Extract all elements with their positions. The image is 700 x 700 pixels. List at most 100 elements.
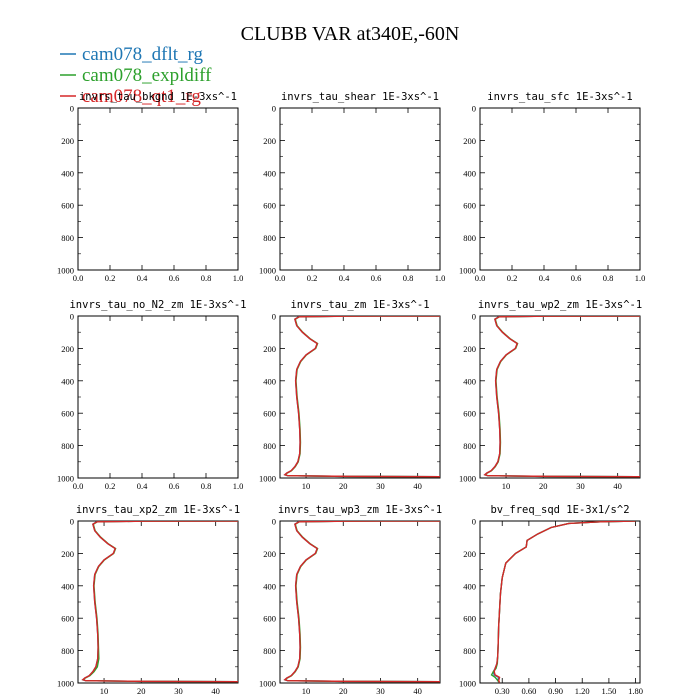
x-tick-label: 1.0 (635, 273, 646, 283)
legend: cam078_dflt_rgcam078_expldiffcam078_qt1_… (60, 44, 212, 107)
x-tick-label: 0.4 (137, 273, 148, 283)
series-line-3 (81, 521, 238, 683)
x-tick-label: 0.30 (495, 686, 510, 696)
x-tick-label: 1.0 (233, 481, 244, 491)
panel: invrs_tau_no_N2_zm 1E-3xs^-10 200 400 600 80… (57, 299, 247, 491)
series-line-1 (81, 521, 238, 683)
x-tick-label: 0.6 (169, 481, 180, 491)
series-line-3 (283, 521, 440, 683)
plot-frame (479, 315, 641, 479)
y-tick-label: 600 (61, 201, 74, 211)
y-tick-label: 800 (463, 646, 476, 656)
y-tick-label: 400 (463, 168, 476, 178)
y-tick-label: 800 (61, 646, 74, 656)
x-tick-label: 0.2 (507, 273, 518, 283)
x-tick-label: 0.8 (201, 481, 212, 491)
y-tick-label: 1000 (57, 474, 74, 484)
y-tick-label: 1000 (259, 474, 276, 484)
series-line-1 (492, 521, 636, 683)
y-tick-label: 600 (61, 614, 74, 624)
x-tick-label: 0.6 (571, 273, 582, 283)
y-tick-label: 600 (263, 614, 276, 624)
panel: invrs_tau_xp2_zm 1E-3xs^-10 200 400 600 800 1… (57, 504, 240, 696)
y-tick-label: 0 (472, 104, 476, 114)
panel: invrs_tau_zm 1E-3xs^-1 0 200 400 600 800 1000 1… (259, 299, 441, 491)
x-tick-label: 0.8 (201, 273, 212, 283)
y-tick-label: 800 (61, 441, 74, 451)
y-tick-label: 800 (263, 233, 276, 243)
y-tick-label: 600 (263, 409, 276, 419)
x-tick-label: 0.6 (371, 273, 382, 283)
x-tick-label: 0.90 (548, 686, 563, 696)
x-tick-label: 1.0 (435, 273, 446, 283)
panel: bv_freq_sqd 1E-3x1/s^2 0 200 400 600 800 1000 0… (459, 504, 643, 696)
series-line-3 (283, 316, 440, 478)
y-tick-label: 200 (61, 136, 74, 146)
y-tick-label: 800 (463, 441, 476, 451)
y-tick-label: 400 (263, 581, 276, 591)
y-tick-label: 0 (70, 517, 74, 527)
x-tick-label: 0.2 (105, 481, 116, 491)
x-tick-label: 0.4 (339, 273, 350, 283)
x-tick-label: 30 (576, 481, 585, 491)
x-tick-label: 1.50 (601, 686, 616, 696)
x-tick-label: 20 (539, 481, 548, 491)
y-tick-label: 600 (463, 409, 476, 419)
panel-title: invrs_tau_xp2_zm 1E-3xs^-1 (76, 504, 240, 516)
x-tick-label: 0.8 (403, 273, 414, 283)
y-tick-label: 0 (70, 104, 74, 114)
y-tick-label: 1000 (57, 266, 74, 276)
x-tick-label: 40 (211, 686, 220, 696)
panel-title: bv_freq_sqd 1E-3x1/s^2 (490, 504, 629, 516)
plot-frame (479, 520, 641, 684)
plot-frame (279, 520, 441, 684)
y-tick-label: 600 (263, 201, 276, 211)
panel-title: invrs_tau_no_N2_zm 1E-3xs^-1 (69, 299, 246, 311)
x-tick-label: 1.20 (575, 686, 590, 696)
x-tick-label: 10 (302, 481, 311, 491)
x-tick-label: 0.2 (105, 273, 116, 283)
y-tick-label: 400 (263, 376, 276, 386)
y-tick-label: 1000 (259, 266, 276, 276)
y-tick-label: 1000 (459, 266, 476, 276)
x-tick-label: 40 (413, 481, 422, 491)
y-tick-label: 200 (263, 344, 276, 354)
x-tick-label: 0.4 (137, 481, 148, 491)
panel: invrs_tau_shear 1E-3xs^-1 0 200 400 600 800 10… (259, 91, 445, 283)
series-line-3 (493, 521, 636, 683)
y-tick-label: 400 (263, 168, 276, 178)
x-tick-label: 0.4 (539, 273, 550, 283)
x-tick-label: 40 (613, 481, 622, 491)
panel-title: invrs_tau_wp2_zm 1E-3xs^-1 (478, 299, 642, 311)
y-tick-label: 200 (61, 549, 74, 559)
x-tick-label: 40 (413, 686, 422, 696)
plot-frame (77, 520, 239, 684)
y-tick-label: 400 (61, 376, 74, 386)
plot-frame (479, 107, 641, 271)
legend-label: cam078_qt1_rg (82, 86, 201, 107)
y-tick-label: 0 (472, 517, 476, 527)
panel-title: invrs_tau_sfc 1E-3xs^-1 (487, 91, 632, 103)
y-tick-label: 0 (272, 517, 276, 527)
series-line-2 (283, 521, 440, 683)
y-tick-label: 400 (61, 168, 74, 178)
legend-label: cam078_dflt_rg (82, 44, 204, 65)
x-tick-label: 10 (100, 686, 109, 696)
y-tick-label: 1000 (57, 679, 74, 689)
panel: invrs_tau_sfc 1E-3xs^-1 0 200 400 600 800 1000… (459, 91, 645, 283)
plot-frame (279, 107, 441, 271)
y-tick-label: 0 (70, 312, 74, 322)
y-tick-label: 0 (272, 312, 276, 322)
y-tick-label: 1000 (259, 679, 276, 689)
y-tick-label: 800 (263, 646, 276, 656)
y-tick-label: 1000 (459, 474, 476, 484)
series-line-2 (81, 521, 238, 683)
x-tick-label: 20 (339, 686, 348, 696)
y-tick-label: 600 (61, 409, 74, 419)
y-tick-label: 600 (463, 201, 476, 211)
x-tick-label: 0.0 (275, 273, 286, 283)
series-line-3 (483, 316, 640, 478)
x-tick-label: 20 (339, 481, 348, 491)
series-line-2 (283, 316, 440, 478)
